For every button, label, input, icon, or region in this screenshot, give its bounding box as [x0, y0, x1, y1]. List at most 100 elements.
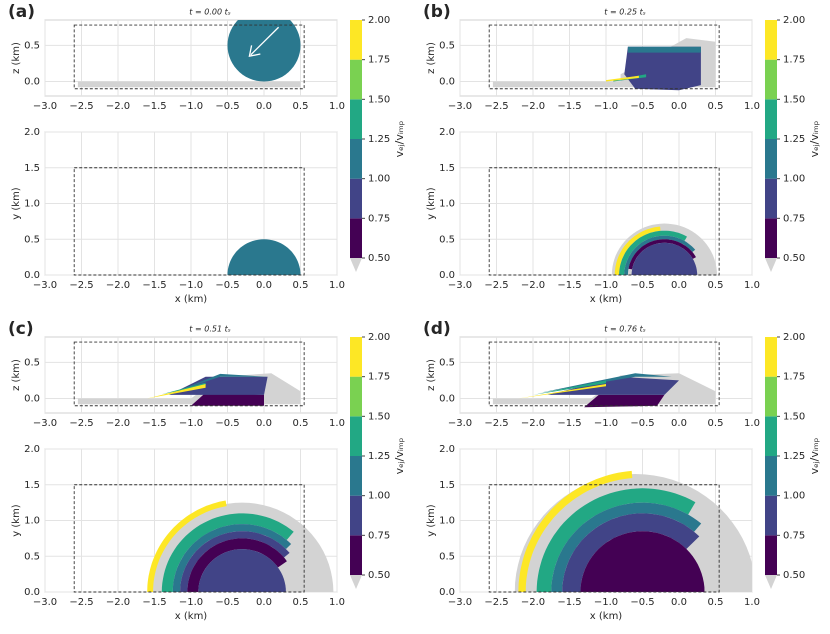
x-tick-label: −1.5 — [557, 418, 581, 429]
colorbar-label: vₑⱼ/vᵢₘₚ — [393, 437, 406, 474]
y-tick-label: 1.0 — [24, 199, 40, 210]
x-tick-label: −2.5 — [69, 101, 93, 112]
colorbar-band — [765, 376, 777, 417]
y-tick-label: 0.0 — [439, 77, 455, 88]
x-tick-label: −3.0 — [33, 418, 57, 429]
y-axis-label: z (km) — [11, 359, 22, 391]
time-label: t = 0.76 tₛ — [604, 325, 645, 334]
y-tick-label: 1.5 — [439, 163, 455, 174]
x-tick-label: −3.0 — [448, 597, 472, 608]
x-tick-label: 1.0 — [744, 280, 760, 291]
x-tick-label: −1.0 — [594, 597, 618, 608]
time-label: t = 0.51 tₛ — [189, 325, 230, 334]
ejecta-region — [518, 384, 606, 399]
colorbar-extension — [765, 575, 777, 589]
ejecta-region — [580, 531, 705, 592]
y-tick-label: 0.5 — [439, 551, 455, 562]
colorbar-band — [350, 139, 362, 179]
colorbar-tick-label: 0.50 — [783, 253, 805, 264]
y-tick-label: 0.0 — [24, 587, 40, 598]
domain-box — [488, 167, 720, 276]
x-tick-label: 1.0 — [329, 418, 345, 429]
ejecta-region — [627, 46, 701, 53]
ejecta-region — [551, 502, 702, 592]
x-tick-label: −1.0 — [594, 418, 618, 429]
ejecta-region — [161, 382, 206, 395]
colorbar-band — [765, 20, 777, 60]
x-tick-label: −1.0 — [179, 597, 203, 608]
time-label: t = 0.00 tₛ — [189, 8, 230, 17]
ejecta-region — [547, 376, 679, 395]
ejecta-region — [187, 538, 287, 592]
x-tick-label: −2.5 — [69, 597, 93, 608]
panel-label: (b) — [423, 2, 451, 22]
debris — [514, 470, 752, 592]
colorbar-band — [350, 178, 362, 219]
colorbar-band — [765, 178, 777, 219]
y-tick-label: 0.0 — [439, 270, 455, 281]
x-tick-label: 0.5 — [708, 418, 724, 429]
colorbar-extension — [350, 575, 362, 589]
x-tick-label: −2.0 — [106, 597, 130, 608]
colorbar-band — [765, 456, 777, 496]
ejecta-region — [191, 392, 264, 406]
x-tick-label: −0.5 — [215, 101, 239, 112]
colorbar-extension — [350, 258, 362, 272]
x-tick-label: −3.0 — [33, 597, 57, 608]
x-tick-label: −0.5 — [215, 280, 239, 291]
ejecta-region — [619, 230, 687, 275]
debris — [227, 239, 301, 275]
x-tick-label: −2.5 — [69, 418, 93, 429]
colorbar-band — [350, 416, 362, 456]
colorbar-tick-label: 1.25 — [368, 134, 390, 145]
debris — [492, 373, 716, 408]
colorbar-band — [765, 416, 777, 456]
debris — [77, 20, 301, 88]
x-tick-label: −0.5 — [215, 597, 239, 608]
colorbar-tick-label: 2.00 — [368, 332, 390, 343]
colorbar-tick-label: 2.00 — [368, 15, 390, 26]
x-tick-label: −2.5 — [484, 101, 508, 112]
y-tick-label: 0.0 — [439, 587, 455, 598]
x-tick-label: −1.0 — [594, 280, 618, 291]
y-tick-label: 0.5 — [24, 234, 40, 245]
ejecta-region — [624, 46, 701, 91]
x-tick-label: −1.0 — [179, 101, 203, 112]
x-tick-label: 0.5 — [708, 597, 724, 608]
x-tick-label: 0.5 — [293, 280, 309, 291]
ejecta-region — [180, 531, 290, 592]
y-tick-label: 1.5 — [439, 480, 455, 491]
panel-label: (d) — [423, 319, 451, 339]
ejecta-region — [614, 226, 661, 275]
x-tick-label: 0.0 — [256, 418, 272, 429]
colorbar-band — [350, 535, 362, 575]
colorbar-tick-label: 0.50 — [368, 253, 390, 264]
colorbar-band — [765, 218, 777, 258]
colorbar-tick-label: 1.00 — [783, 491, 805, 502]
ejecta-region — [584, 394, 665, 408]
colorbar-band — [765, 139, 777, 179]
y-axis-label: y (km) — [11, 187, 22, 220]
ejecta-region — [624, 235, 696, 275]
x-tick-label: −1.5 — [142, 418, 166, 429]
colorbar-band — [350, 495, 362, 536]
x-tick-label: 1.0 — [744, 597, 760, 608]
y-tick-label: 0.5 — [24, 40, 40, 51]
colorbar-tick-label: 0.75 — [783, 530, 805, 541]
colorbar-band — [350, 59, 362, 100]
x-tick-label: −0.5 — [630, 101, 654, 112]
x-tick-label: −1.5 — [142, 280, 166, 291]
ejecta-region — [169, 376, 268, 395]
x-tick-label: −1.0 — [594, 101, 618, 112]
x-tick-label: −1.5 — [142, 597, 166, 608]
y-tick-label: 1.0 — [24, 516, 40, 527]
x-tick-label: −0.5 — [630, 418, 654, 429]
x-tick-label: 0.5 — [708, 101, 724, 112]
y-tick-label: 0.0 — [439, 394, 455, 405]
colorbar-tick-label: 1.50 — [783, 411, 805, 422]
y-tick-label: 1.5 — [24, 480, 40, 491]
colorbar-band — [350, 376, 362, 417]
x-tick-label: 0.0 — [671, 101, 687, 112]
x-tick-label: −3.0 — [448, 101, 472, 112]
